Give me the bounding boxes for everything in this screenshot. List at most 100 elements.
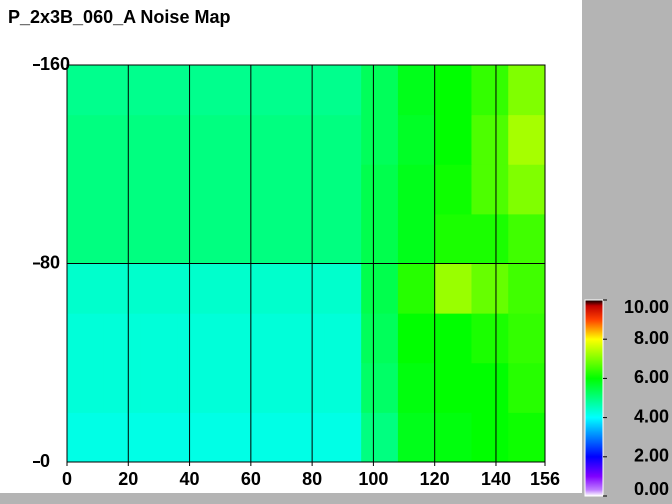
heat-cell [471, 213, 509, 264]
heat-cell [177, 362, 215, 413]
heat-cell [103, 65, 142, 116]
heat-cell [177, 313, 215, 364]
heat-cell [177, 164, 215, 215]
heat-cell [361, 412, 399, 463]
heat-cell [140, 65, 178, 116]
bottom-strip [0, 493, 672, 504]
heat-cell [177, 263, 215, 314]
heat-cell [214, 263, 252, 314]
heat-cell [508, 213, 546, 264]
heat-cell [508, 263, 546, 314]
heat-cell [324, 412, 362, 463]
heat-cell [140, 114, 178, 165]
heat-cell [361, 65, 399, 116]
heat-cell [434, 412, 472, 463]
heat-cell [103, 263, 142, 314]
colorbar-label: 0.00 [634, 479, 669, 499]
heat-cell [214, 313, 252, 364]
x-tick-label: 80 [302, 469, 322, 489]
heat-cell [214, 362, 252, 413]
heat-cell [250, 362, 289, 413]
heat-cell [324, 313, 362, 364]
heat-cell [324, 263, 362, 314]
heat-cell [250, 313, 289, 364]
heat-cell [140, 412, 178, 463]
chart-title: P_2x3B_060_A Noise Map [8, 7, 230, 27]
x-tick-label: 0 [62, 469, 72, 489]
heat-cell [250, 114, 289, 165]
heat-cell [287, 213, 325, 264]
heat-cell [508, 313, 546, 364]
heat-cell [397, 114, 436, 165]
heat-cell [508, 164, 546, 215]
heat-cell [397, 362, 436, 413]
heat-cell [214, 164, 252, 215]
heat-cell [434, 213, 472, 264]
heat-cell [434, 65, 472, 116]
heat-cell [397, 412, 436, 463]
heat-cell [471, 164, 509, 215]
colorbar-label: 6.00 [634, 367, 669, 387]
heat-cell [67, 65, 105, 116]
heat-cell [103, 114, 142, 165]
heat-cell [508, 65, 546, 116]
heat-cell [103, 412, 142, 463]
heat-cell [140, 263, 178, 314]
heat-cell [471, 412, 509, 463]
heat-cell [67, 362, 105, 413]
heat-cell [140, 313, 178, 364]
heat-cell [287, 114, 325, 165]
heat-cell [471, 263, 509, 314]
heat-cell [324, 114, 362, 165]
colorbar-label: 8.00 [634, 328, 669, 348]
x-tick-label: 140 [481, 469, 511, 489]
heat-cell [250, 263, 289, 314]
x-tick-label: 100 [358, 469, 388, 489]
heat-cell [471, 362, 509, 413]
heat-cell [67, 213, 105, 264]
heat-cell [67, 313, 105, 364]
heat-cell [361, 213, 399, 264]
heat-cell [324, 362, 362, 413]
x-tick-label: 156 [530, 469, 560, 489]
heat-cell [250, 213, 289, 264]
heat-cell [140, 213, 178, 264]
heat-cell [397, 164, 436, 215]
heat-cell [361, 114, 399, 165]
heat-cell [397, 313, 436, 364]
heat-cell [67, 114, 105, 165]
heat-cell [214, 412, 252, 463]
heat-cell [434, 263, 472, 314]
heat-cell [287, 263, 325, 314]
heat-cell [140, 164, 178, 215]
heat-cell [324, 164, 362, 215]
heat-cell [324, 65, 362, 116]
heat-cell [103, 362, 142, 413]
heat-cell [471, 313, 509, 364]
heat-cell [287, 313, 325, 364]
y-tick-label: 160 [40, 54, 70, 74]
heat-cell [508, 412, 546, 463]
heat-cell [287, 65, 325, 116]
heat-cell [361, 164, 399, 215]
heat-cell [508, 362, 546, 413]
x-tick-label: 40 [180, 469, 200, 489]
heat-cell [361, 263, 399, 314]
heat-cell [471, 114, 509, 165]
heat-cell [103, 213, 142, 264]
heat-cell [177, 213, 215, 264]
colorbar-label: 2.00 [634, 446, 669, 466]
heat-cell [397, 263, 436, 314]
heat-cell [434, 114, 472, 165]
heat-cell [103, 164, 142, 215]
heat-cell [471, 65, 509, 116]
heat-cell [214, 65, 252, 116]
heat-cell [67, 263, 105, 314]
heat-cell [361, 362, 399, 413]
x-tick-label: 60 [241, 469, 261, 489]
heat-cell [397, 213, 436, 264]
heat-cell [140, 362, 178, 413]
heat-cell [434, 313, 472, 364]
heat-cell [287, 362, 325, 413]
